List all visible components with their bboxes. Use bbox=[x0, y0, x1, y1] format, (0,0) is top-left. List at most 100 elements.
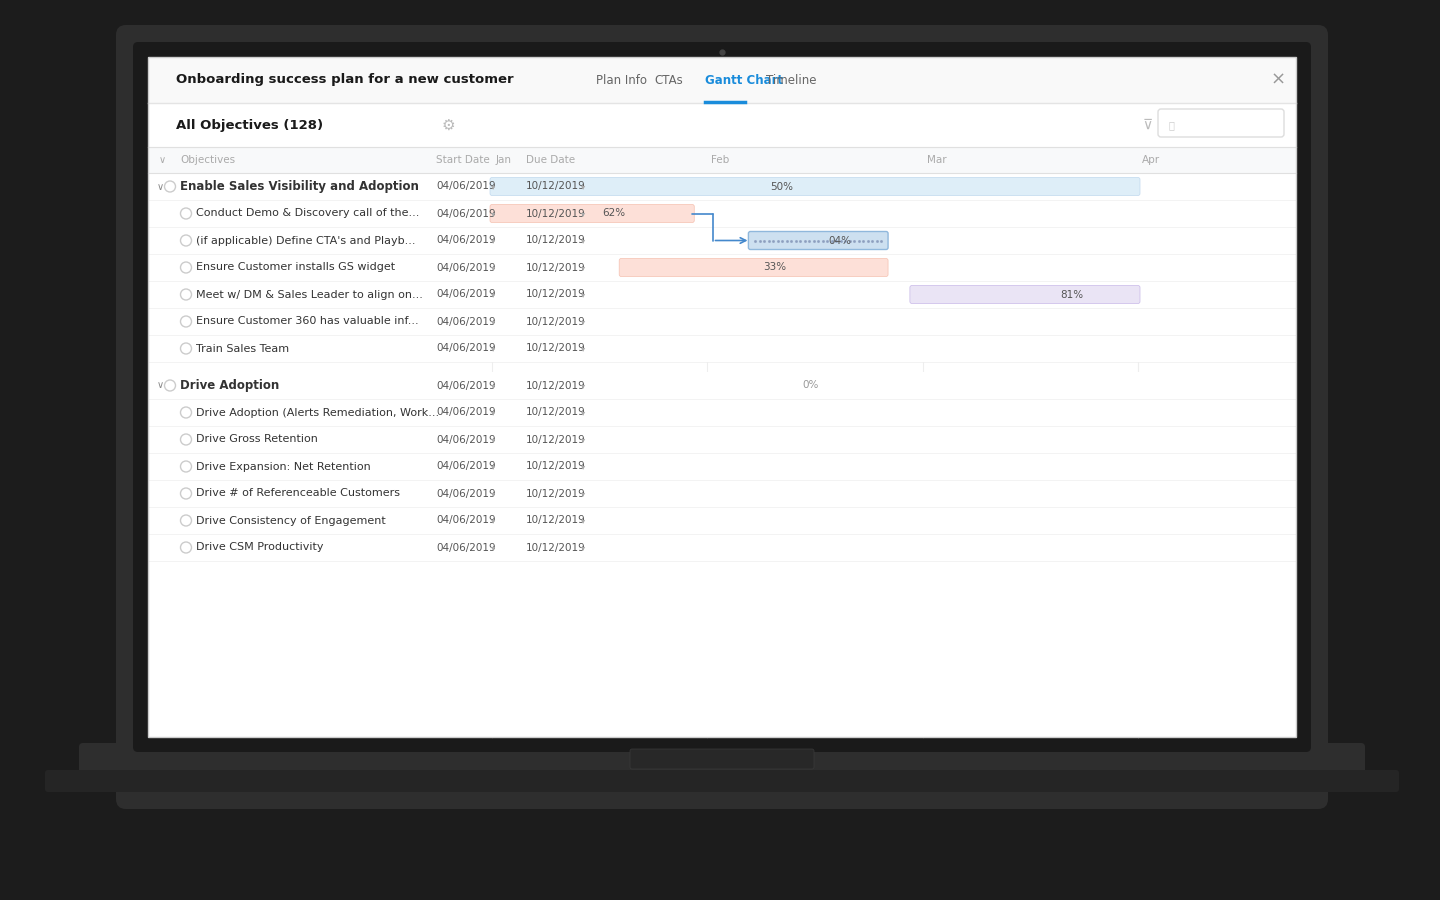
Text: 10/12/2019: 10/12/2019 bbox=[526, 543, 586, 553]
Text: Meet w/ DM & Sales Leader to align on...: Meet w/ DM & Sales Leader to align on... bbox=[196, 290, 423, 300]
Text: 33%: 33% bbox=[763, 263, 786, 273]
Text: ▾: ▾ bbox=[491, 317, 495, 326]
Bar bbox=[148, 453, 1296, 480]
Text: ▾: ▾ bbox=[491, 408, 495, 417]
Bar bbox=[148, 254, 1296, 281]
Text: ▾: ▾ bbox=[580, 290, 585, 299]
Bar bbox=[148, 103, 1296, 147]
Text: ▾: ▾ bbox=[491, 489, 495, 498]
Bar bbox=[148, 173, 1296, 200]
Text: 04/06/2019: 04/06/2019 bbox=[436, 236, 495, 246]
Text: 04/06/2019: 04/06/2019 bbox=[436, 408, 495, 418]
Text: Drive Expansion: Net Retention: Drive Expansion: Net Retention bbox=[196, 462, 370, 472]
Text: 10/12/2019: 10/12/2019 bbox=[526, 317, 586, 327]
Text: CTAs: CTAs bbox=[654, 74, 683, 86]
Text: Gantt Chart: Gantt Chart bbox=[706, 74, 783, 86]
Text: ⚙: ⚙ bbox=[441, 118, 455, 132]
Text: ×: × bbox=[1270, 71, 1286, 89]
Text: ▾: ▾ bbox=[580, 408, 585, 417]
Bar bbox=[148, 57, 1296, 103]
Text: All Objectives (128): All Objectives (128) bbox=[176, 119, 323, 131]
Bar bbox=[148, 227, 1296, 254]
Text: ▾: ▾ bbox=[491, 462, 495, 471]
Text: Drive CSM Productivity: Drive CSM Productivity bbox=[196, 543, 324, 553]
Text: ⊽: ⊽ bbox=[1143, 118, 1153, 132]
Text: 04/06/2019: 04/06/2019 bbox=[436, 209, 495, 219]
Text: 50%: 50% bbox=[770, 182, 793, 192]
Text: 10/12/2019: 10/12/2019 bbox=[526, 381, 586, 391]
FancyBboxPatch shape bbox=[117, 25, 1328, 809]
Text: 04/06/2019: 04/06/2019 bbox=[436, 543, 495, 553]
Text: ▾: ▾ bbox=[580, 263, 585, 272]
Text: ∨: ∨ bbox=[157, 381, 164, 391]
Text: ▾: ▾ bbox=[580, 344, 585, 353]
Text: Due Date: Due Date bbox=[526, 155, 575, 165]
Text: ▾: ▾ bbox=[491, 516, 495, 525]
Text: Timeline: Timeline bbox=[766, 74, 816, 86]
Text: Drive Gross Retention: Drive Gross Retention bbox=[196, 435, 318, 445]
Text: ▾: ▾ bbox=[491, 344, 495, 353]
Text: Drive Adoption: Drive Adoption bbox=[180, 379, 279, 392]
Bar bbox=[148, 480, 1296, 507]
Text: ▾: ▾ bbox=[491, 236, 495, 245]
Text: Objectives: Objectives bbox=[180, 155, 235, 165]
Text: Start Date: Start Date bbox=[436, 155, 490, 165]
Text: ▾: ▾ bbox=[580, 462, 585, 471]
Text: Conduct Demo & Discovery call of the...: Conduct Demo & Discovery call of the... bbox=[196, 209, 419, 219]
Text: 04/06/2019: 04/06/2019 bbox=[436, 489, 495, 499]
Text: ∨: ∨ bbox=[157, 182, 164, 192]
Bar bbox=[148, 372, 1296, 399]
Text: ▾: ▾ bbox=[491, 290, 495, 299]
Text: 🔍: 🔍 bbox=[1169, 120, 1175, 130]
Text: Enable Sales Visibility and Adoption: Enable Sales Visibility and Adoption bbox=[180, 180, 419, 193]
FancyBboxPatch shape bbox=[749, 231, 888, 249]
Text: 04/06/2019: 04/06/2019 bbox=[436, 435, 495, 445]
Text: Ensure Customer installs GS widget: Ensure Customer installs GS widget bbox=[196, 263, 395, 273]
Text: 10/12/2019: 10/12/2019 bbox=[526, 209, 586, 219]
Text: 04/06/2019: 04/06/2019 bbox=[436, 516, 495, 526]
Text: ▾: ▾ bbox=[580, 236, 585, 245]
Text: ▾: ▾ bbox=[491, 209, 495, 218]
Text: 04/06/2019: 04/06/2019 bbox=[436, 381, 495, 391]
Text: ▾: ▾ bbox=[580, 489, 585, 498]
Text: ▾: ▾ bbox=[491, 543, 495, 552]
FancyBboxPatch shape bbox=[45, 770, 1400, 792]
Text: Apr: Apr bbox=[1142, 155, 1161, 165]
Text: 10/12/2019: 10/12/2019 bbox=[526, 408, 586, 418]
FancyBboxPatch shape bbox=[79, 743, 1365, 777]
Text: 10/12/2019: 10/12/2019 bbox=[526, 182, 586, 192]
Text: 10/12/2019: 10/12/2019 bbox=[526, 489, 586, 499]
Bar bbox=[148, 507, 1296, 534]
Bar bbox=[148, 147, 1296, 173]
FancyBboxPatch shape bbox=[619, 258, 888, 276]
Text: ▾: ▾ bbox=[491, 435, 495, 444]
Text: Feb: Feb bbox=[711, 155, 730, 165]
Text: ▾: ▾ bbox=[580, 543, 585, 552]
Text: Ensure Customer 360 has valuable inf...: Ensure Customer 360 has valuable inf... bbox=[196, 317, 419, 327]
FancyBboxPatch shape bbox=[132, 42, 1310, 752]
Text: 10/12/2019: 10/12/2019 bbox=[526, 236, 586, 246]
Text: ▾: ▾ bbox=[580, 209, 585, 218]
Text: Train Sales Team: Train Sales Team bbox=[196, 344, 289, 354]
FancyBboxPatch shape bbox=[490, 177, 1140, 195]
Text: Drive Consistency of Engagement: Drive Consistency of Engagement bbox=[196, 516, 386, 526]
Text: Drive # of Referenceable Customers: Drive # of Referenceable Customers bbox=[196, 489, 400, 499]
Bar bbox=[148, 308, 1296, 335]
Text: 10/12/2019: 10/12/2019 bbox=[526, 462, 586, 472]
Text: 04/06/2019: 04/06/2019 bbox=[436, 317, 495, 327]
Text: Jan: Jan bbox=[495, 155, 513, 165]
Text: 04/06/2019: 04/06/2019 bbox=[436, 263, 495, 273]
Text: 04%: 04% bbox=[828, 236, 851, 246]
Text: ▾: ▾ bbox=[580, 317, 585, 326]
Bar bbox=[148, 200, 1296, 227]
FancyBboxPatch shape bbox=[1158, 109, 1284, 137]
Bar bbox=[148, 57, 1296, 737]
Bar bbox=[148, 335, 1296, 362]
Text: 81%: 81% bbox=[1060, 290, 1084, 300]
FancyBboxPatch shape bbox=[631, 749, 814, 769]
Text: 62%: 62% bbox=[602, 209, 625, 219]
Bar bbox=[148, 281, 1296, 308]
Text: 04/06/2019: 04/06/2019 bbox=[436, 182, 495, 192]
Text: 04/06/2019: 04/06/2019 bbox=[436, 344, 495, 354]
Text: 10/12/2019: 10/12/2019 bbox=[526, 344, 586, 354]
